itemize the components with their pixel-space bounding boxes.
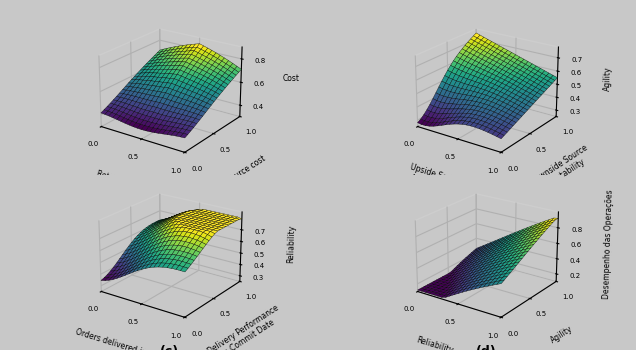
Text: (a): (a) [159,180,179,193]
Y-axis label: Source cost: Source cost [225,154,266,185]
Text: (b): (b) [476,180,496,193]
Y-axis label: Downside Source
Adaptability: Downside Source Adaptability [529,144,595,196]
X-axis label: Return cost: Return cost [96,169,141,191]
Y-axis label: Delivery Performance
to Commit Date: Delivery Performance to Commit Date [206,304,286,350]
X-axis label: Reliability: Reliability [415,335,454,350]
X-axis label: Upside Source
Adaptability: Upside Source Adaptability [406,163,464,197]
Text: (d): (d) [476,345,496,350]
Text: (c): (c) [160,345,179,350]
X-axis label: Orders delivered in full: Orders delivered in full [75,328,162,350]
Y-axis label: Agility: Agility [550,324,575,345]
